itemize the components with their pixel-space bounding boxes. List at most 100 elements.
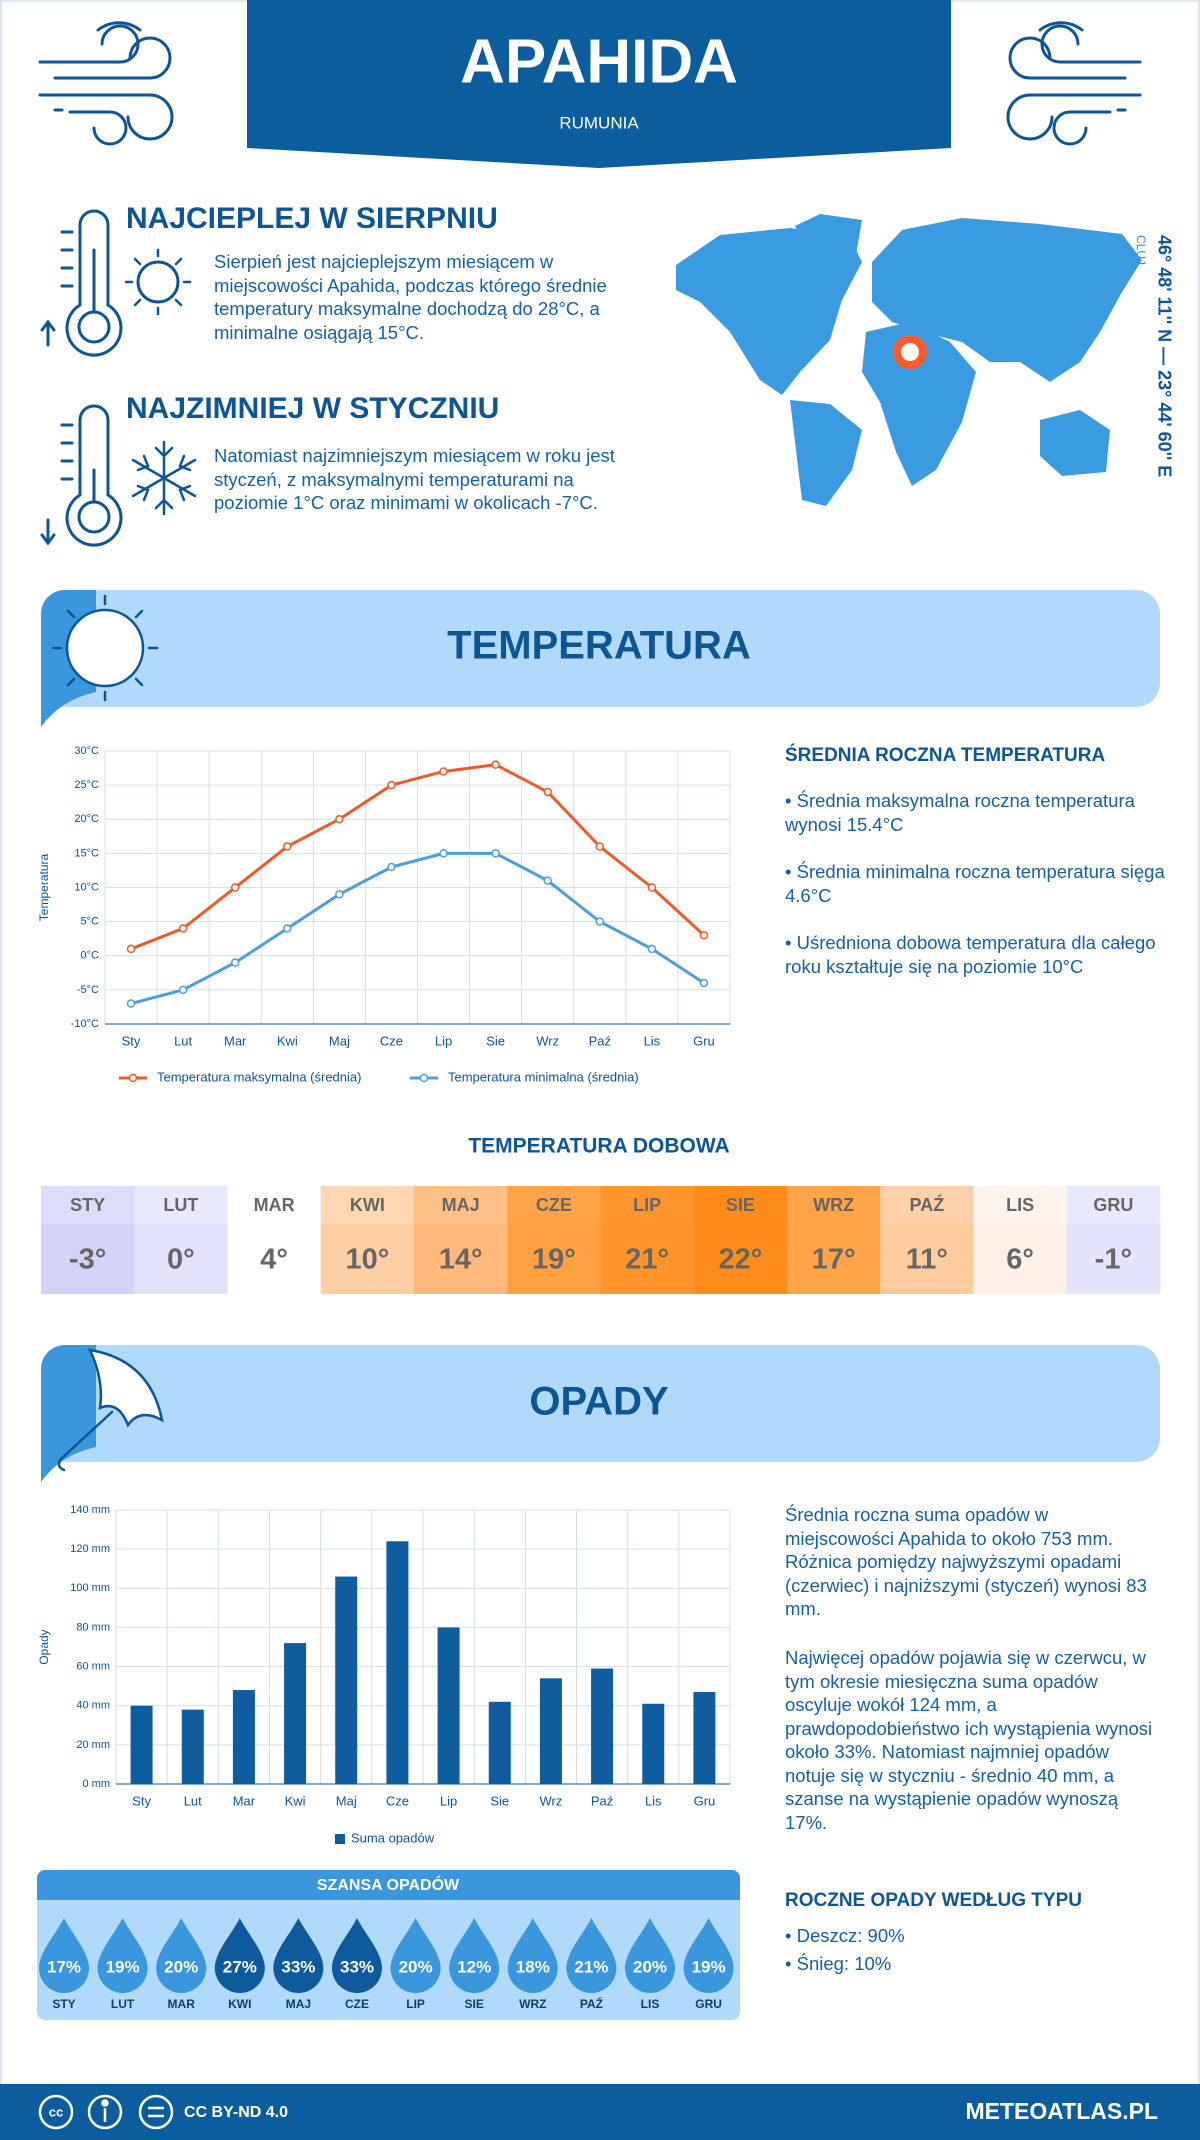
chance-month: LIP — [406, 1997, 425, 2011]
bar — [488, 1701, 511, 1784]
chance-box — [37, 1870, 740, 2020]
month-label: WRZ — [813, 1195, 854, 1215]
legend-swatch — [419, 1073, 429, 1083]
header-subtitle: RUMUNIA — [559, 113, 639, 132]
temperature-value: 4° — [260, 1244, 288, 1276]
chance-month: LUT — [111, 1997, 135, 2011]
location-marker — [893, 335, 927, 369]
point — [335, 890, 344, 899]
point — [230, 958, 240, 967]
temperature-value: 6° — [1006, 1244, 1034, 1276]
table-header-cell — [41, 1186, 135, 1224]
y-tick-label: 60 mm — [76, 1660, 110, 1672]
point — [491, 760, 500, 769]
chance-month: LIS — [641, 1997, 660, 2011]
y-tick-label: 25°C — [74, 779, 99, 791]
y-tick-label: -10°C — [71, 1018, 99, 1030]
coldest-title: NAJZIMNIEJ W STYCZNIU — [126, 392, 500, 425]
table-value-cell — [1066, 1224, 1161, 1294]
x-tick-label: Lip — [435, 1033, 452, 1048]
y-tick-label: 140 mm — [70, 1504, 110, 1516]
rain-drop — [390, 1918, 441, 1993]
point — [178, 985, 188, 995]
table-value-cell — [507, 1224, 601, 1294]
month-label: LIP — [633, 1195, 661, 1215]
rain-drop — [625, 1918, 675, 1993]
point — [491, 849, 500, 858]
x-tick-label: Paź — [589, 1033, 611, 1048]
chance-title: SZANSA OPADÓW — [317, 1875, 460, 1894]
wind-icon-right — [1006, 21, 1142, 146]
bar — [437, 1627, 460, 1784]
point — [647, 883, 657, 892]
y-tick-label: 30°C — [74, 745, 99, 757]
month-label: GRU — [1093, 1195, 1133, 1215]
rain-drop — [39, 1918, 89, 1993]
table-value-cell — [693, 1224, 788, 1294]
point — [387, 862, 396, 872]
bar — [181, 1709, 204, 1784]
chance-value: 20% — [399, 1957, 433, 1976]
rain-drop — [214, 1918, 265, 1993]
section-title: OPADY — [529, 1380, 669, 1424]
bar — [386, 1541, 409, 1784]
x-tick-label: Wrz — [536, 1033, 559, 1048]
bar — [232, 1690, 255, 1784]
summary-bullet: • Średnia maksymalna roczna temperatura … — [785, 790, 1135, 835]
chance-header — [37, 1870, 740, 1900]
point — [699, 931, 709, 940]
point — [595, 842, 605, 851]
temperature-value: 21° — [625, 1244, 669, 1276]
point — [543, 876, 552, 885]
table-header-cell — [973, 1186, 1068, 1224]
table-value-cell — [973, 1224, 1068, 1294]
bar — [642, 1703, 665, 1784]
y-tick-label: 100 mm — [70, 1582, 110, 1594]
table-header-cell — [134, 1186, 228, 1224]
section-title: TEMPERATURA — [447, 624, 751, 668]
precipitation-text: Najwięcej opadów pojawia się w czerwcu, … — [785, 1647, 1153, 1833]
x-tick-label: Cze — [386, 1793, 409, 1808]
chance-value: 20% — [164, 1957, 198, 1976]
month-label: PAŹ — [910, 1194, 945, 1215]
chance-month: PAŹ — [580, 1996, 603, 2011]
legend-label: Temperatura maksymalna (średnia) — [157, 1069, 361, 1084]
chance-value: 20% — [633, 1957, 667, 1976]
chance-value: 21% — [574, 1957, 608, 1976]
legend-swatch — [128, 1073, 138, 1083]
point — [126, 999, 136, 1008]
chance-month: MAJ — [286, 1997, 311, 2011]
x-tick-label: Lut — [184, 1793, 202, 1808]
month-label: LUT — [163, 1195, 198, 1215]
month-label: KWI — [350, 1195, 385, 1215]
chance-value: 27% — [223, 1957, 257, 1976]
chance-value: 18% — [516, 1957, 550, 1976]
legend-label: Suma opadów — [351, 1830, 435, 1845]
rain-drop — [97, 1918, 148, 1993]
bar — [284, 1643, 307, 1784]
y-tick-label: 5°C — [81, 916, 100, 928]
hottest-title: NAJCIEPLEJ W SIERPNIU — [126, 202, 498, 235]
rain-drop — [566, 1918, 617, 1993]
temperature-value: -3° — [69, 1244, 106, 1276]
header-title: APAHIDA — [460, 27, 738, 96]
table-title: TEMPERATURA DOBOWA — [468, 1135, 729, 1158]
x-tick-label: Sty — [132, 1793, 151, 1808]
chance-value: 33% — [340, 1957, 374, 1976]
y-tick-label: 80 mm — [76, 1621, 110, 1633]
y-tick-label: 120 mm — [70, 1543, 110, 1555]
temperature-value: 11° — [906, 1244, 948, 1276]
series-line — [130, 763, 705, 951]
point — [439, 849, 448, 858]
license-icons — [38, 2094, 174, 2130]
license: CC BY-ND 4.0 — [184, 2104, 288, 2121]
month-label: STY — [70, 1195, 105, 1215]
chance-value: 12% — [457, 1957, 491, 1976]
y-tick-label: -5°C — [77, 984, 99, 996]
chance-month: SIE — [465, 1997, 484, 2011]
chance-month: STY — [52, 1997, 75, 2011]
table-value-cell — [880, 1224, 974, 1294]
x-tick-label: Paź — [591, 1793, 613, 1808]
